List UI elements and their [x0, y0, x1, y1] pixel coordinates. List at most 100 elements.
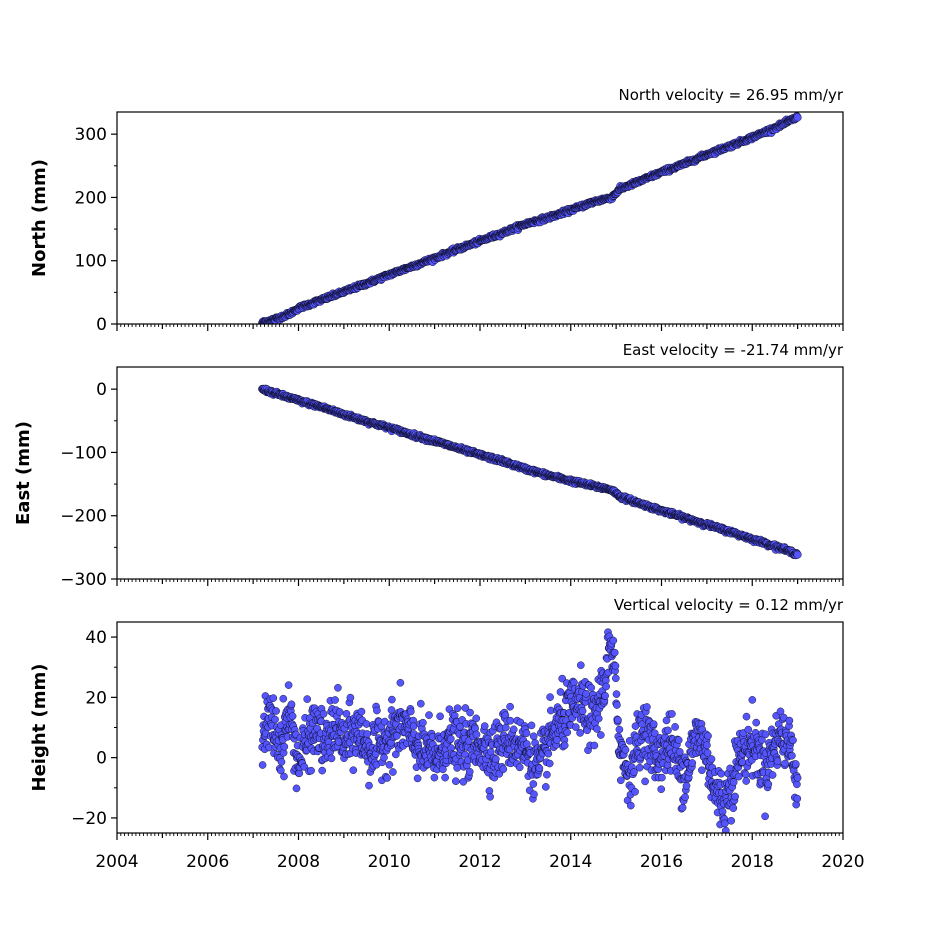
height-point: [664, 726, 672, 735]
vertical-velocity-label: Vertical velocity = 0.12 mm/yr: [614, 596, 844, 614]
height-x-tick-label: 2008: [277, 852, 320, 872]
height-point: [529, 780, 538, 788]
height-point: [393, 732, 401, 740]
height-point: [742, 777, 751, 785]
east-y-tick-label: 0: [96, 380, 107, 400]
height-point: [572, 723, 580, 731]
north-y-tick-label: 200: [75, 188, 107, 208]
height-point: [499, 765, 508, 774]
height-point: [530, 790, 538, 799]
height-point: [280, 772, 288, 781]
height-point: [279, 694, 288, 703]
height-ticks: 40 20 0 −20 2004 2006 2008 2010 2012 2014 2016 2018…: [71, 628, 865, 872]
height-point: [612, 674, 620, 683]
height-point: [744, 725, 753, 734]
height-point: [542, 783, 550, 791]
height-point: [453, 764, 462, 772]
height-point: [453, 704, 462, 713]
height-panel: 40 20 0 −20 2004 2006 2008 2010 2012 2014 2016 2018…: [29, 596, 865, 872]
height-y-tick-label: −20: [71, 809, 107, 829]
height-point: [556, 688, 565, 696]
height-point: [272, 707, 280, 715]
height-point: [307, 766, 315, 775]
height-point: [335, 708, 344, 716]
height-point: [501, 723, 510, 732]
height-point: [472, 730, 481, 739]
height-point: [465, 767, 474, 776]
height-point: [698, 766, 706, 775]
height-point: [545, 759, 554, 768]
height-point: [383, 774, 392, 782]
height-point: [773, 757, 782, 766]
height-point: [287, 700, 296, 709]
height-point: [284, 681, 293, 689]
height-point: [621, 746, 630, 754]
height-point: [662, 716, 671, 725]
height-point: [362, 720, 371, 728]
height-point: [436, 712, 444, 721]
height-point: [346, 693, 355, 702]
height-point: [721, 819, 729, 828]
height-point: [419, 718, 427, 727]
height-point: [380, 753, 388, 762]
height-point: [363, 730, 372, 738]
east-velocity-label: East velocity = -21.74 mm/yr: [623, 341, 844, 359]
height-point: [635, 763, 644, 772]
height-point: [671, 723, 679, 731]
height-axes-frame: [116, 621, 844, 834]
height-point: [269, 694, 278, 702]
height-point: [464, 737, 473, 745]
height-point: [515, 763, 524, 772]
height-point: [570, 678, 578, 687]
east-y-tick-label: −100: [60, 443, 107, 463]
height-point: [461, 704, 470, 712]
height-y-axis-label: Height (mm): [29, 664, 50, 792]
height-x-tick-label: 2020: [821, 852, 864, 872]
height-point: [788, 751, 796, 760]
north-axes-frame: [116, 111, 844, 325]
height-point: [446, 735, 455, 743]
height-point: [587, 684, 596, 692]
height-point: [527, 721, 536, 730]
height-point: [280, 742, 289, 751]
height-point: [668, 710, 676, 718]
height-point: [387, 706, 396, 714]
height-x-tick-label: 2012: [458, 852, 501, 872]
height-points: [258, 628, 802, 833]
east-axes-frame: [116, 366, 844, 580]
height-point: [331, 696, 339, 704]
height-point: [752, 718, 761, 727]
height-point: [547, 706, 555, 715]
height-point: [563, 728, 572, 737]
height-point: [409, 722, 418, 731]
height-point: [650, 729, 659, 738]
height-point: [785, 716, 794, 725]
height-point: [522, 729, 531, 738]
height-x-tick-label: 2014: [549, 852, 592, 872]
height-point: [486, 793, 494, 801]
height-point: [558, 674, 567, 683]
height-point: [609, 636, 618, 645]
height-point: [793, 774, 802, 782]
height-point: [614, 716, 622, 724]
height-point: [734, 772, 743, 781]
height-point: [576, 729, 584, 737]
height-x-tick-label: 2016: [640, 852, 683, 872]
height-point: [593, 725, 601, 733]
east-point: [793, 550, 802, 559]
height-point: [544, 749, 553, 758]
height-x-tick-label: 2018: [731, 852, 774, 872]
height-point: [543, 770, 551, 779]
height-point: [472, 714, 481, 723]
height-point: [789, 736, 797, 745]
east-points: [258, 384, 802, 560]
height-point: [425, 711, 433, 719]
height-point: [682, 782, 691, 790]
height-point: [793, 794, 802, 803]
height-point: [612, 690, 621, 698]
height-point: [318, 766, 327, 775]
height-point: [535, 764, 544, 773]
height-point: [597, 731, 605, 739]
